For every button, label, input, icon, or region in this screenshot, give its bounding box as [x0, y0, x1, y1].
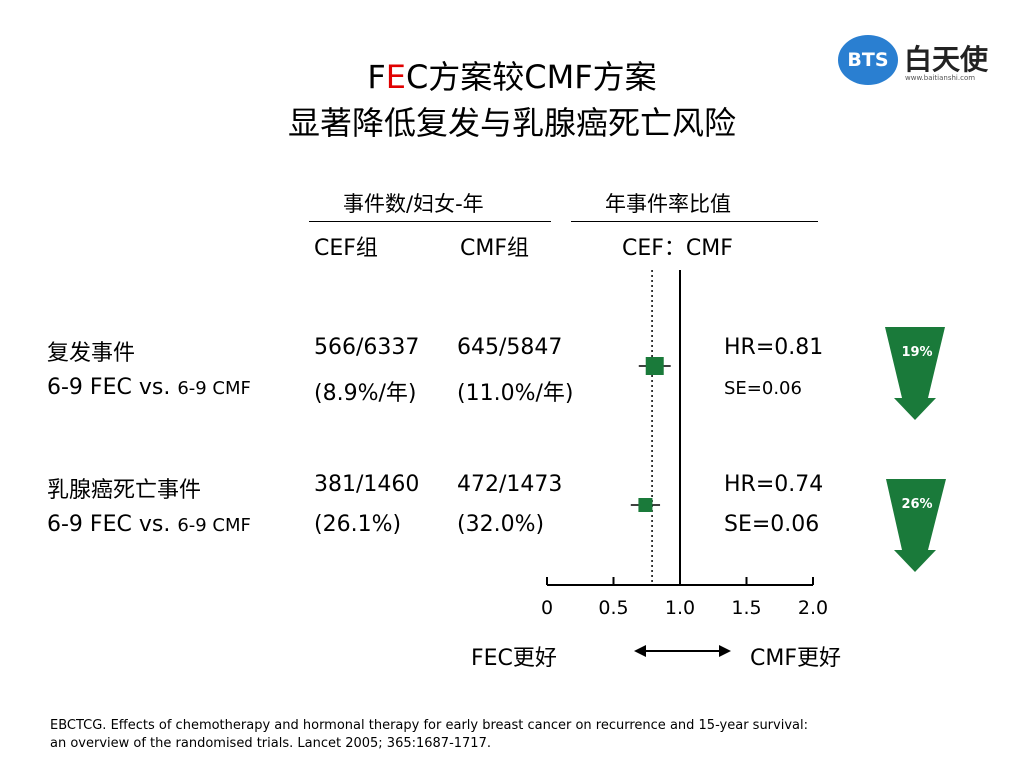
row1-cmf-rate: (11.0%/年) — [457, 381, 574, 406]
header-ratio-group: 年事件率比值 — [605, 192, 731, 216]
row1-cmf-events: 645/5847 — [457, 335, 563, 360]
row2-reduction: 26% — [901, 497, 932, 512]
reduction-arrow-row1: 19% — [885, 327, 945, 420]
estimates — [630, 357, 671, 512]
favor-double-arrow — [634, 645, 731, 657]
header-events-group: 事件数/妇女-年 — [343, 192, 484, 216]
estimate-marker — [638, 498, 653, 512]
header-col-cef: CEF组 — [314, 236, 378, 261]
x-tick-label: 0 — [541, 597, 553, 619]
estimate-marker — [645, 357, 664, 375]
row1-comparison-b: 6-9 CMF — [177, 378, 251, 399]
row2-cef-events: 381/1460 — [314, 472, 420, 497]
x-tick-label: 2.0 — [798, 597, 828, 619]
row1-label: 复发事件 — [47, 341, 136, 366]
row2-hr: HR=0.74 — [724, 472, 824, 497]
header-col-cmf: CMF组 — [460, 236, 529, 261]
favor-right-label: CMF更好 — [750, 646, 841, 671]
row1-cef-rate: (8.9%/年) — [314, 381, 417, 406]
arrow-right-icon — [719, 645, 731, 657]
row1-comparison: 6-9 FEC vs. 6-9 CMF — [47, 375, 251, 400]
row2-cef-rate: (26.1%) — [314, 512, 402, 537]
x-tick-label: 1.5 — [731, 597, 761, 619]
row1-comparison-a: 6-9 FEC vs. — [47, 375, 178, 400]
header-rule-right — [571, 221, 818, 222]
down-arrow-icon — [885, 327, 945, 420]
logo-name: 白天使 — [904, 43, 989, 76]
row2-comparison-b: 6-9 CMF — [177, 515, 251, 536]
row2-label: 乳腺癌死亡事件 — [47, 478, 202, 503]
x-tick-label: 1.0 — [665, 597, 695, 619]
favor-left-label: FEC更好 — [471, 646, 557, 671]
reference-line1: EBCTCG. Effects of chemotherapy and horm… — [50, 718, 808, 733]
row1-cef-events: 566/6337 — [314, 335, 420, 360]
header-rule-left — [309, 221, 551, 222]
title-part-a: F — [367, 58, 386, 96]
header-col-ratio: CEF：CMF — [622, 236, 733, 261]
reference-line2: an overview of the randomised trials. La… — [50, 736, 491, 751]
title-part-b: E — [385, 58, 406, 96]
row2-comparison: 6-9 FEC vs. 6-9 CMF — [47, 512, 251, 537]
row2-comparison-a: 6-9 FEC vs. — [47, 512, 178, 537]
x-tick-label: 0.5 — [598, 597, 628, 619]
slide-title-line1: FEC方案较CMF方案 — [0, 52, 1024, 98]
x-axis-ticks: 0 0.5 1.0 1.5 2.0 — [541, 577, 828, 619]
arrow-left-icon — [634, 645, 646, 657]
row2-cmf-rate: (32.0%) — [457, 512, 545, 537]
title-part-c: C方案较CMF方案 — [405, 58, 657, 96]
down-arrow-icon — [886, 479, 946, 572]
slide-title-line2: 显著降低复发与乳腺癌死亡风险 — [287, 104, 736, 142]
row2-se: SE=0.06 — [724, 512, 820, 537]
row1-reduction: 19% — [901, 345, 932, 360]
row2-cmf-events: 472/1473 — [457, 472, 563, 497]
reduction-arrow-row2: 26% — [886, 479, 946, 572]
row1-se: SE=0.06 — [724, 378, 802, 399]
logo-badge: BTS — [838, 35, 898, 85]
logo-url: www.baitianshi.com — [905, 74, 976, 82]
row1-hr: HR=0.81 — [724, 335, 824, 360]
